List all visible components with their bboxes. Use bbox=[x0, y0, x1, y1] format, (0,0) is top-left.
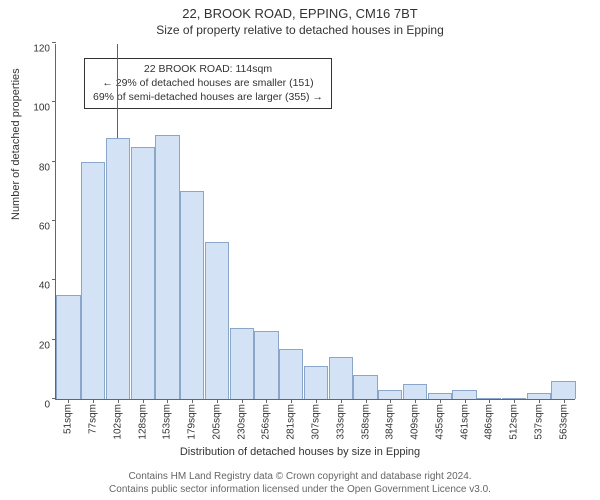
y-tick-label: 80 bbox=[39, 162, 56, 173]
x-tick-mark bbox=[465, 399, 466, 403]
y-tick-label: 40 bbox=[39, 281, 56, 292]
x-tick-mark bbox=[242, 399, 243, 403]
x-tick-label: 409sqm bbox=[410, 404, 421, 440]
x-tick-mark bbox=[514, 399, 515, 403]
histogram-bar bbox=[230, 328, 254, 399]
histogram-bar bbox=[304, 366, 328, 399]
y-tick-label: 60 bbox=[39, 222, 56, 233]
annotation-box: 22 BROOK ROAD: 114sqm← 29% of detached h… bbox=[84, 58, 332, 109]
x-tick-mark bbox=[415, 399, 416, 403]
x-tick-label: 128sqm bbox=[137, 404, 148, 440]
x-tick-label: 486sqm bbox=[484, 404, 495, 440]
x-tick-label: 179sqm bbox=[187, 404, 198, 440]
x-tick-label: 563sqm bbox=[558, 404, 569, 440]
y-tick-label: 20 bbox=[39, 340, 56, 351]
y-tick-mark bbox=[52, 161, 56, 162]
footer-line-2: Contains public sector information licen… bbox=[0, 483, 600, 496]
chart-container: 22, BROOK ROAD, EPPING, CM16 7BT Size of… bbox=[0, 0, 600, 500]
x-tick-label: 77sqm bbox=[88, 404, 99, 434]
histogram-bar bbox=[180, 191, 204, 399]
x-tick-label: 435sqm bbox=[434, 404, 445, 440]
y-tick-label: 120 bbox=[33, 44, 56, 55]
x-tick-mark bbox=[143, 399, 144, 403]
annotation-line: 22 BROOK ROAD: 114sqm bbox=[93, 62, 323, 76]
x-tick-mark bbox=[291, 399, 292, 403]
annotation-line: 69% of semi-detached houses are larger (… bbox=[93, 90, 323, 104]
histogram-bar bbox=[551, 381, 575, 399]
y-axis-label: Number of detached properties bbox=[10, 68, 22, 220]
x-tick-label: 537sqm bbox=[533, 404, 544, 440]
x-tick-label: 256sqm bbox=[261, 404, 272, 440]
histogram-bar bbox=[106, 138, 130, 399]
x-tick-mark bbox=[93, 399, 94, 403]
annotation-line: ← 29% of detached houses are smaller (15… bbox=[93, 76, 323, 90]
x-tick-mark bbox=[341, 399, 342, 403]
x-axis-label: Distribution of detached houses by size … bbox=[0, 446, 600, 458]
chart-title-main: 22, BROOK ROAD, EPPING, CM16 7BT bbox=[0, 0, 600, 21]
histogram-bar bbox=[131, 147, 155, 399]
x-tick-label: 384sqm bbox=[385, 404, 396, 440]
histogram-bar bbox=[254, 331, 278, 399]
y-tick-mark bbox=[52, 101, 56, 102]
chart-title-sub: Size of property relative to detached ho… bbox=[0, 21, 600, 37]
x-tick-mark bbox=[440, 399, 441, 403]
x-tick-mark bbox=[489, 399, 490, 403]
x-tick-label: 51sqm bbox=[63, 404, 74, 434]
x-tick-mark bbox=[316, 399, 317, 403]
histogram-bar bbox=[353, 375, 377, 399]
histogram-bar bbox=[81, 162, 105, 399]
x-tick-mark bbox=[539, 399, 540, 403]
x-tick-label: 358sqm bbox=[360, 404, 371, 440]
footer-line-1: Contains HM Land Registry data © Crown c… bbox=[0, 470, 600, 483]
x-tick-mark bbox=[366, 399, 367, 403]
x-tick-label: 512sqm bbox=[509, 404, 520, 440]
histogram-bar bbox=[56, 295, 80, 399]
x-tick-mark bbox=[217, 399, 218, 403]
histogram-bar bbox=[378, 390, 402, 399]
x-tick-label: 153sqm bbox=[162, 404, 173, 440]
y-tick-mark bbox=[52, 42, 56, 43]
x-tick-label: 205sqm bbox=[211, 404, 222, 440]
histogram-bar bbox=[205, 242, 229, 399]
x-tick-mark bbox=[192, 399, 193, 403]
histogram-bar bbox=[329, 357, 353, 399]
x-tick-mark bbox=[266, 399, 267, 403]
plot-area: 22 BROOK ROAD: 114sqm← 29% of detached h… bbox=[55, 44, 575, 400]
x-tick-label: 333sqm bbox=[335, 404, 346, 440]
x-tick-label: 102sqm bbox=[112, 404, 123, 440]
x-tick-mark bbox=[390, 399, 391, 403]
y-tick-mark bbox=[52, 220, 56, 221]
histogram-bar bbox=[155, 135, 179, 399]
y-tick-mark bbox=[52, 279, 56, 280]
x-tick-mark bbox=[118, 399, 119, 403]
x-tick-mark bbox=[167, 399, 168, 403]
x-tick-label: 230sqm bbox=[236, 404, 247, 440]
y-tick-label: 0 bbox=[44, 400, 56, 411]
x-tick-label: 461sqm bbox=[459, 404, 470, 440]
y-tick-label: 100 bbox=[33, 103, 56, 114]
x-tick-label: 281sqm bbox=[286, 404, 297, 440]
x-tick-mark bbox=[68, 399, 69, 403]
x-tick-label: 307sqm bbox=[311, 404, 322, 440]
histogram-bar bbox=[403, 384, 427, 399]
histogram-bar bbox=[279, 349, 303, 399]
x-tick-mark bbox=[564, 399, 565, 403]
histogram-bar bbox=[452, 390, 476, 399]
chart-footer: Contains HM Land Registry data © Crown c… bbox=[0, 470, 600, 496]
